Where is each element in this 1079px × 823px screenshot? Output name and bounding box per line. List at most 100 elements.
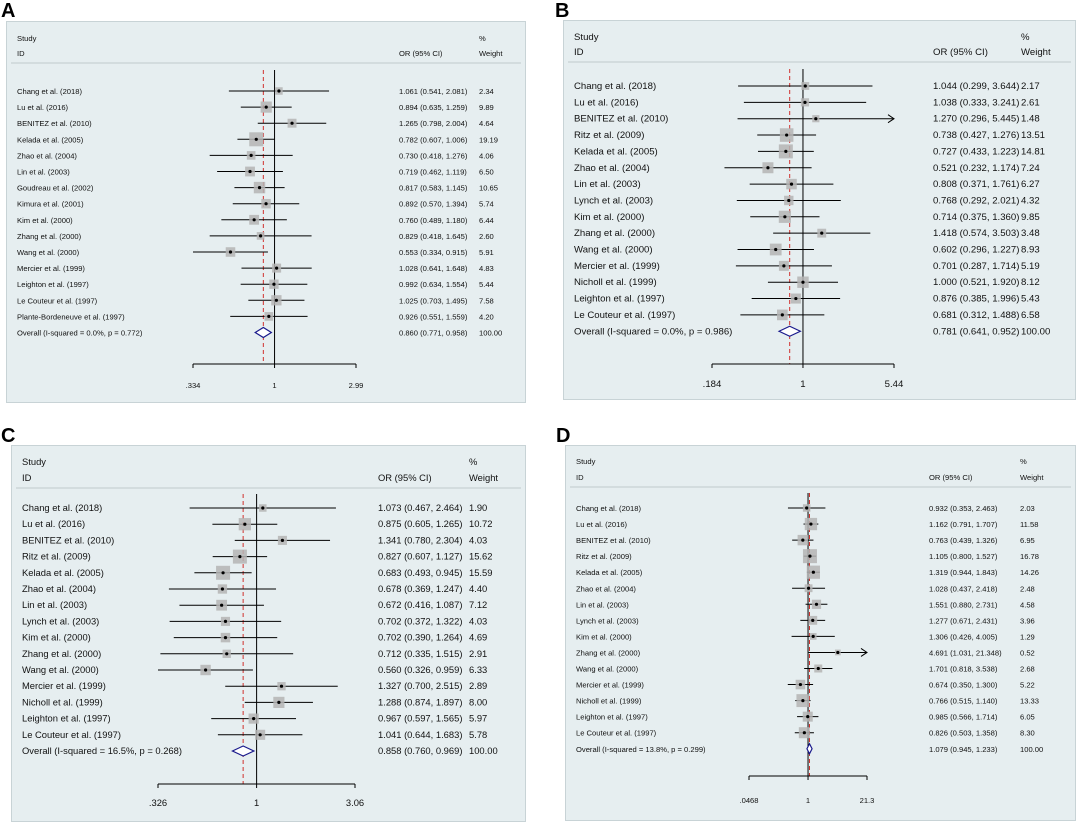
forest-plot-a: Study ID OR (95% CI)% Weight Chang et al. (2… (11, 34, 521, 390)
study-label: Lynch et al. (2003) (574, 195, 653, 206)
header-percent-c: % (469, 456, 477, 467)
header-weight-d: Weight (1020, 473, 1044, 482)
study-label: Zhao et al. (2004) (17, 151, 77, 160)
weight-value: 5.91 (479, 248, 494, 257)
study-label: Chang et al. (2018) (576, 504, 641, 513)
study-label: Leighton et al. (1997) (576, 713, 648, 722)
study-label: Nicholl et al. (1999) (576, 697, 642, 706)
weight-value: 2.17 (1021, 81, 1040, 92)
point-estimate (802, 731, 806, 735)
study-label: Mercier et al. (1999) (574, 261, 660, 272)
point-estimate (780, 313, 784, 317)
or-ci-value: 1.073 (0.467, 2.464) (378, 502, 462, 513)
point-estimate (264, 105, 268, 109)
study-label: Chang et al. (2018) (574, 81, 656, 92)
header-study-c: Study (22, 456, 46, 467)
plot-area-a: Study ID OR (95% CI)% Weight Chang et al. (2… (6, 21, 526, 403)
study-label: Zhao et al. (2004) (576, 584, 636, 593)
point-estimate (836, 650, 840, 655)
weight-value: 6.58 (1021, 310, 1040, 321)
study-label: Ritz et al. (2009) (576, 552, 632, 561)
plot-area-c: Study ID OR (95% CI)% Weight Chang et al. (2… (11, 445, 526, 822)
x-tick-label: 1 (272, 381, 276, 390)
study-label: Wang et al. (2000) (576, 665, 639, 674)
or-ci-value: 0.826 (0.503, 1.358) (929, 729, 998, 738)
weight-value: 6.27 (1021, 179, 1040, 190)
x-tick-label: .184 (703, 379, 722, 390)
header-or-ci-d: OR (95% CI) (929, 473, 973, 482)
panel-letter-a: A (1, 0, 16, 22)
study-label: Kim et al. (2000) (22, 632, 91, 643)
or-ci-value: 0.766 (0.515, 1.140) (929, 697, 998, 706)
point-estimate (820, 231, 824, 235)
header-or-ci-a: OR (95% CI) (399, 49, 443, 58)
point-estimate (811, 570, 815, 574)
point-estimate (221, 571, 225, 575)
header-percent-a: % (479, 34, 486, 43)
weight-value: 4.58 (1020, 600, 1035, 609)
point-estimate (774, 247, 778, 252)
point-estimate (290, 121, 294, 125)
point-estimate (787, 198, 791, 203)
weight-value: 7.24 (1021, 163, 1040, 174)
point-estimate (784, 149, 788, 153)
study-label: Mercier et al. (1999) (576, 681, 644, 690)
overall-weight-d: 100.00 (1020, 745, 1043, 754)
point-estimate (272, 282, 276, 286)
weight-value: 5.19 (1021, 261, 1040, 272)
or-ci-value: 0.808 (0.371, 1.761) (933, 179, 1019, 190)
point-estimate (794, 296, 798, 301)
point-estimate (275, 266, 279, 270)
weight-value: 9.85 (1021, 212, 1040, 223)
weight-value: 8.12 (1021, 277, 1040, 288)
point-estimate (816, 666, 820, 671)
weight-value: 2.34 (479, 87, 494, 96)
weight-value: 2.68 (1020, 665, 1035, 674)
weight-value: 2.60 (479, 232, 494, 241)
or-ci-value: 0.738 (0.427, 1.276) (933, 130, 1019, 141)
point-estimate (225, 652, 229, 656)
header-study-b: Study (574, 32, 599, 43)
or-ci-value: 0.702 (0.372, 1.322) (378, 615, 462, 626)
or-ci-value: 1.061 (0.541, 2.081) (399, 87, 468, 96)
overall-or-ci-d: 1.079 (0.945, 1.233) (929, 745, 998, 754)
or-ci-value: 0.727 (0.433, 1.223) (933, 146, 1019, 157)
study-label: Kelada et al. (2005) (17, 135, 84, 144)
study-label: Nicholl et al. (1999) (22, 696, 103, 707)
weight-value: 2.48 (1020, 584, 1035, 593)
weight-value: 16.78 (1020, 552, 1039, 561)
or-ci-value: 0.985 (0.566, 1.714) (929, 713, 998, 722)
weight-value: 3.48 (1021, 228, 1040, 239)
or-ci-value: 0.730 (0.418, 1.276) (399, 151, 468, 160)
point-estimate (267, 314, 271, 318)
study-label: Lynch et al. (2003) (576, 616, 639, 625)
point-estimate (806, 586, 811, 590)
or-ci-value: 0.876 (0.385, 1.996) (933, 294, 1019, 305)
point-estimate (254, 137, 258, 141)
point-estimate (783, 215, 787, 219)
overall-label-d: Overall (I-squared = 13.8%, p = 0.299) (576, 745, 706, 754)
header-or-ci-b: OR (95% CI) (933, 47, 988, 58)
or-ci-value: 0.763 (0.439, 1.326) (929, 536, 998, 545)
point-estimate (261, 506, 265, 510)
header-or-ci-c: OR (95% CI) (378, 472, 432, 483)
or-ci-value: 1.038 (0.333, 3.241) (933, 97, 1019, 108)
study-label: Kim et al. (2000) (574, 212, 644, 223)
weight-value: 10.65 (479, 184, 498, 193)
point-estimate (782, 264, 786, 268)
or-ci-value: 1.701 (0.818, 3.538) (929, 665, 998, 674)
study-label: Le Couteur et al. (1997) (576, 729, 657, 738)
overall-diamond-a (254, 326, 273, 339)
x-tick-label: 21.3 (860, 796, 875, 805)
weight-value: 2.91 (469, 648, 487, 659)
weight-value: 13.33 (1020, 697, 1039, 706)
header-percent-b: % (1021, 32, 1030, 43)
study-label: Wang et al. (2000) (574, 245, 653, 256)
study-label: BENITEZ et al. (2010) (22, 534, 114, 545)
weight-value: 0.52 (1020, 648, 1035, 657)
study-label: Lynch et al. (2003) (22, 615, 99, 626)
point-estimate (274, 298, 278, 302)
study-label: Le Couteur et al. (1997) (17, 296, 98, 305)
study-label: Goudreau et al. (2002) (17, 184, 94, 193)
or-ci-value: 1.025 (0.703, 1.495) (399, 296, 468, 305)
